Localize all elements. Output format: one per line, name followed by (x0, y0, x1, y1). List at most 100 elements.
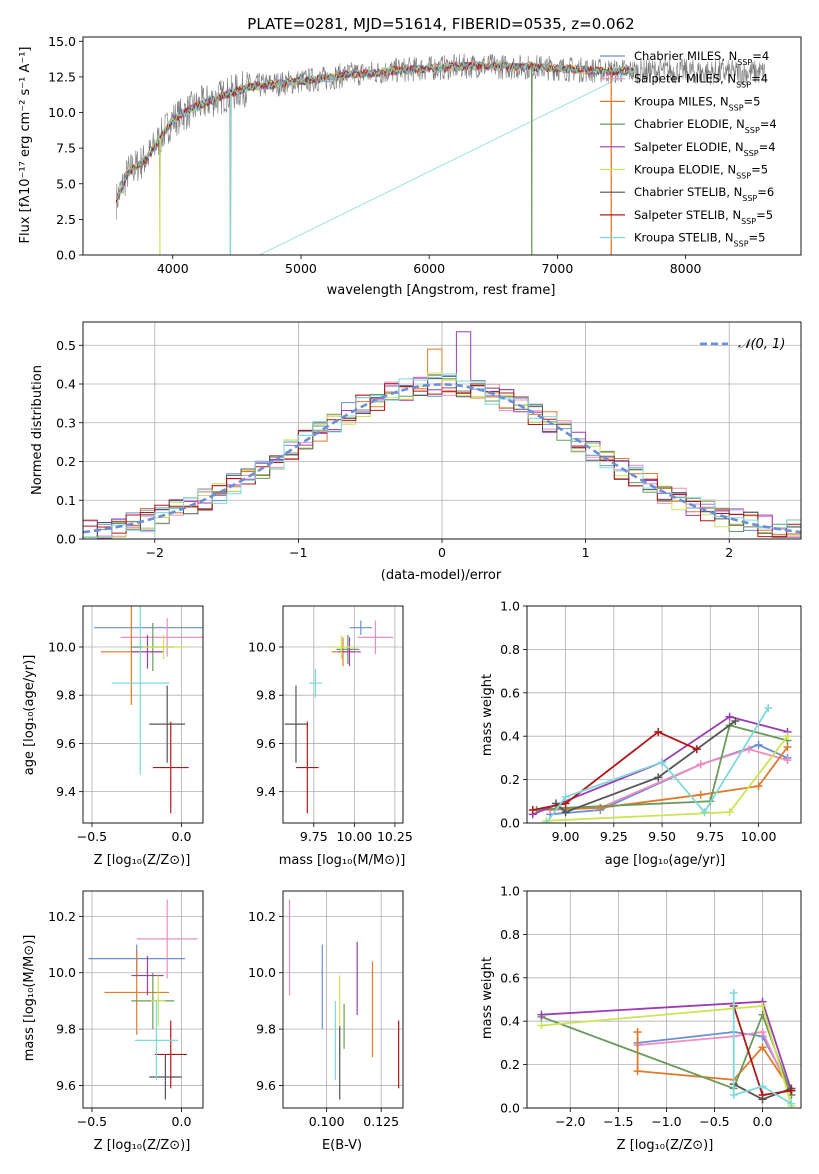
legend-entry: Salpeter STELIB, NSSP=5 (634, 208, 773, 226)
axes-frame (526, 605, 802, 824)
x-tick-label: 0.0 (172, 829, 192, 844)
histogram-series (83, 383, 801, 538)
x-tick-label: 9.50 (648, 829, 676, 844)
weight-lines (528, 703, 792, 823)
gaussian-curve (83, 383, 801, 534)
y-tick-label: 10.0 (248, 965, 276, 980)
y-tick-label: 0.4 (500, 729, 520, 744)
x-tick-label: 10.00 (336, 829, 372, 844)
axes-frame (282, 890, 404, 1109)
y-tick-label: 1.0 (500, 884, 520, 899)
legend-subscript: SSP (736, 171, 751, 180)
histogram-plot-area: −2 −1 0 1 2 0.0 0.1 0.2 0.3 0.4 0.5 (56, 321, 802, 560)
legend-nssp: =5 (749, 231, 766, 245)
legend-nssp: =5 (751, 163, 768, 177)
histogram-series (83, 373, 801, 538)
gaussian-legend-label: 𝒩(0, 1) (738, 337, 785, 352)
y-tick-label: 9.8 (256, 1022, 276, 1037)
weight-series-line (732, 993, 792, 1105)
legend-subscript: SSP (742, 194, 757, 203)
legend-nssp: =4 (760, 117, 777, 131)
legend-nssp: =5 (756, 208, 773, 222)
x-tick-label: 8000 (670, 261, 702, 276)
axes-frame (82, 36, 802, 256)
x-tick-label: −0.5 (699, 1114, 729, 1129)
mass-vs-ebv-plot: 0.100 0.125 9.6 9.8 10.0 10.2 (248, 890, 404, 1129)
legend-nssp: =6 (757, 185, 774, 199)
y-tick-label: 0.2 (56, 454, 76, 469)
x-tick-label: −1.5 (603, 1114, 633, 1129)
y-tick-label: 10.2 (248, 909, 276, 924)
histogram-ylabel: Normed distribution (30, 365, 45, 495)
mw-age-ylabel: mass weight (480, 674, 495, 756)
x-tick-label: 10.25 (377, 829, 413, 844)
legend-entry: Chabrier STELIB, NSSP=6 (634, 185, 774, 203)
y-tick-label: 10.0 (248, 639, 276, 654)
weight-lines (537, 988, 796, 1108)
y-tick-label: 5.0 (56, 176, 76, 191)
histogram-series (83, 348, 801, 539)
y-tick-label: 9.6 (56, 736, 76, 751)
histogram-legend: 𝒩(0, 1) (700, 337, 785, 352)
y-tick-label: 0.1 (56, 493, 76, 508)
x-tick-label: 0.0 (753, 1114, 773, 1129)
x-tick-label: −1 (289, 545, 307, 560)
weight-series-line (532, 730, 698, 811)
age-Z-xlabel: Z [log₁₀(Z/Z⊙)] (94, 853, 191, 868)
histogram-steps (83, 331, 801, 539)
x-tick-label: 0.125 (363, 1114, 399, 1129)
y-tick-label: 9.6 (56, 1078, 76, 1093)
y-tick-label: 10.2 (48, 909, 76, 924)
mw-Z-ylabel: mass weight (480, 957, 495, 1039)
x-tick-label: 5000 (285, 261, 317, 276)
age-vs-mass-plot: 9.75 10.00 10.25 9.4 9.6 9.8 10.0 (248, 605, 413, 844)
mass-ebv-xlabel: E(B-V) (322, 1138, 362, 1153)
legend-entry: Kroupa STELIB, NSSP=5 (634, 231, 765, 249)
legend-entry: Kroupa ELODIE, NSSP=5 (634, 163, 768, 181)
y-tick-label: 1.0 (500, 599, 520, 614)
model-spectrum-line (115, 61, 635, 255)
legend-subscript: SSP (744, 148, 759, 157)
histogram-series (83, 372, 801, 538)
spectrum-lines (115, 53, 766, 255)
y-tick-label: 0.5 (56, 338, 76, 353)
x-tick-label: 2 (725, 545, 733, 560)
x-tick-label: 7000 (541, 261, 573, 276)
y-tick-label: 0.0 (56, 248, 76, 263)
x-tick-label: 4000 (157, 261, 189, 276)
axes-frame (282, 605, 404, 824)
weight-series-line (637, 1031, 793, 1096)
age-vs-mass-panel: 9.75 10.00 10.25 9.4 9.6 9.8 10.0 mass [log₁₀(… (248, 605, 413, 868)
axes-frame (82, 321, 802, 540)
legend-nssp: =4 (751, 72, 768, 86)
y-tick-label: 0.4 (56, 377, 76, 392)
mw-Z-xlabel: Z [log₁₀(Z/Z⊙)] (617, 1138, 714, 1153)
y-tick-label: 9.4 (256, 784, 276, 799)
age-mass-xlabel: mass [log₁₀(M/M⊙)] (279, 853, 406, 868)
legend-subscript: SSP (736, 80, 751, 89)
x-tick-label: 0.100 (309, 1114, 345, 1129)
legend-entry: Salpeter ELODIE, NSSP=4 (634, 140, 776, 158)
y-tick-label: 7.5 (56, 141, 76, 156)
y-tick-label: 10.0 (48, 639, 76, 654)
y-tick-label: 9.6 (256, 1078, 276, 1093)
legend-subscript: SSP (745, 126, 760, 135)
y-tick-label: 0.8 (500, 642, 520, 657)
legend-nssp: =4 (752, 49, 769, 63)
x-tick-label: −0.5 (77, 829, 107, 844)
errorbars (93, 606, 203, 814)
mass-weight-vs-age-panel: 9.00 9.25 9.50 9.75 10.000.00.20.40.60.81.0 … (480, 599, 802, 868)
mass-weight-vs-age-plot: 9.00 9.25 9.50 9.75 10.00 0.0 0.2 0.4 0.6 0.8 1.0 (500, 599, 802, 844)
age-Z-ylabel: age [log₁₀(age/yr)] (22, 655, 37, 776)
mass-Z-ylabel: mass [log₁₀(M/M⊙)] (22, 935, 37, 1062)
x-tick-label: 10.00 (741, 829, 777, 844)
axes-frame (526, 890, 802, 1109)
y-tick-label: 0.6 (500, 685, 520, 700)
y-tick-label: 15.0 (48, 34, 76, 49)
model-spectrum-line (115, 61, 635, 204)
spectrum-panel: PLATE=0281, MJD=51614, FIBERID=0535, z=0… (18, 15, 802, 298)
y-tick-label: 10.0 (48, 105, 76, 120)
y-tick-label: 0.2 (500, 772, 520, 787)
x-tick-label: −2 (146, 545, 164, 560)
